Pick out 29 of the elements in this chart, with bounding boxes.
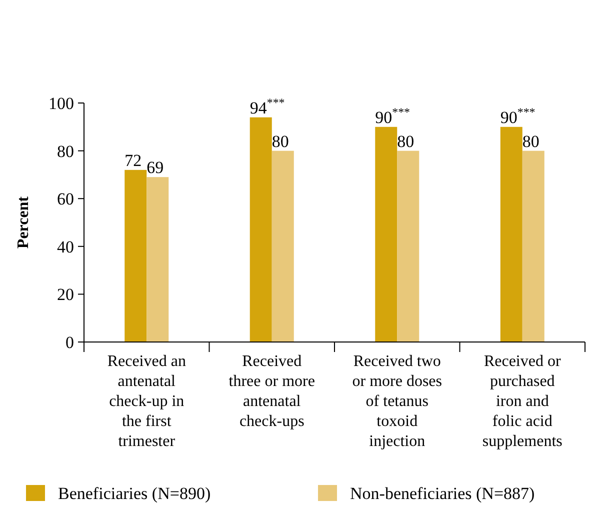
data-label: 80: [522, 132, 540, 151]
y-tick-label: 80: [57, 142, 74, 161]
y-tick-label: 100: [48, 94, 74, 113]
data-label: 80: [272, 132, 289, 151]
y-tick-label: 40: [57, 237, 74, 256]
bar: [375, 126, 398, 342]
data-label: 69: [146, 158, 164, 178]
y-tick-label: 0: [66, 333, 74, 352]
bar: [250, 117, 272, 342]
y-tick-label: 20: [57, 285, 74, 304]
data-label: 72: [124, 150, 142, 170]
bar: [522, 150, 544, 342]
x-tick-label: Received an antenatal check-up in the first trimester: [107, 353, 186, 450]
data-label: 80: [397, 132, 414, 151]
legend-label: Non-beneficiaries (N=887): [350, 484, 535, 503]
data-label: 90$^{***}$: [500, 104, 536, 127]
legend-label: Beneficiaries (N=890): [58, 484, 211, 503]
bar: [500, 126, 522, 342]
x-tick-label: Received three or more antenatal check-ups: [228, 353, 315, 430]
data-label: 94$^{***}$: [250, 95, 285, 118]
data-label: 90$^{***}$: [375, 104, 410, 127]
bar: [397, 150, 420, 342]
x-tick-label: Received two or more doses of tetanus toxoid injection: [352, 353, 442, 450]
bar: [146, 177, 169, 342]
y-axis-title: Percent: [15, 196, 32, 249]
bar: [272, 150, 294, 342]
y-tick-label: 60: [57, 190, 74, 209]
bar: [124, 170, 147, 342]
x-tick-label: Received or purchased iron and folic acid supplements: [482, 353, 562, 450]
